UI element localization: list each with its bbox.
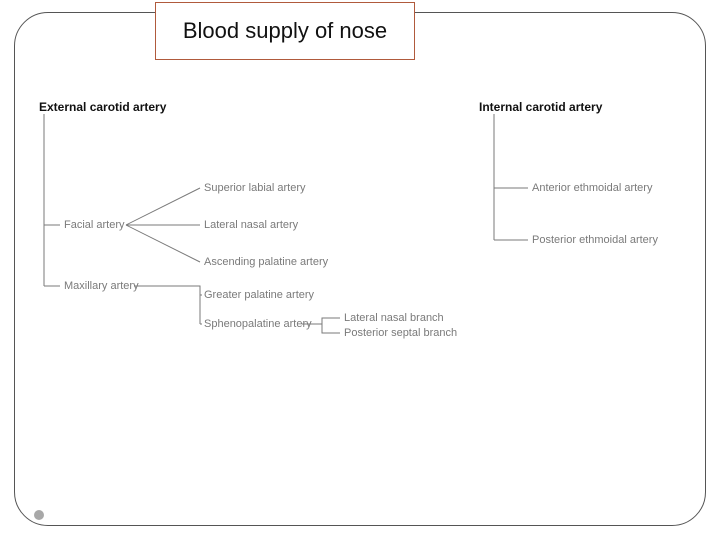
- tree-node-lnb: Lateral nasal branch: [344, 312, 444, 324]
- tree-node-pea: Posterior ethmoidal artery: [532, 234, 658, 246]
- tree-edge: [322, 324, 340, 333]
- tree-node-lna: Lateral nasal artery: [204, 219, 299, 231]
- tree-node-ica: Internal carotid artery: [479, 100, 603, 114]
- tree-node-psb: Posterior septal branch: [344, 327, 457, 339]
- slide: Blood supply of nose External carotid ar…: [0, 0, 720, 540]
- tree-node-aea: Anterior ethmoidal artery: [532, 182, 653, 194]
- tree-edge: [134, 286, 200, 324]
- bullet-icon: [34, 510, 44, 520]
- tree-edge: [126, 225, 200, 262]
- tree-node-gpa: Greater palatine artery: [204, 289, 315, 301]
- tree-node-facial: Facial artery: [64, 219, 125, 231]
- slide-title: Blood supply of nose: [183, 18, 387, 43]
- tree-node-max: Maxillary artery: [64, 280, 139, 292]
- tree-node-eca: External carotid artery: [39, 100, 167, 114]
- tree-node-apa: Ascending palatine artery: [204, 256, 329, 268]
- tree-node-sla: Superior labial artery: [204, 182, 306, 194]
- artery-tree-diagram: External carotid artery Facial artery Maxi…: [34, 100, 694, 360]
- title-box: Blood supply of nose: [155, 2, 415, 60]
- tree-edge: [126, 188, 200, 225]
- tree-node-spa: Sphenopalatine artery: [204, 318, 312, 330]
